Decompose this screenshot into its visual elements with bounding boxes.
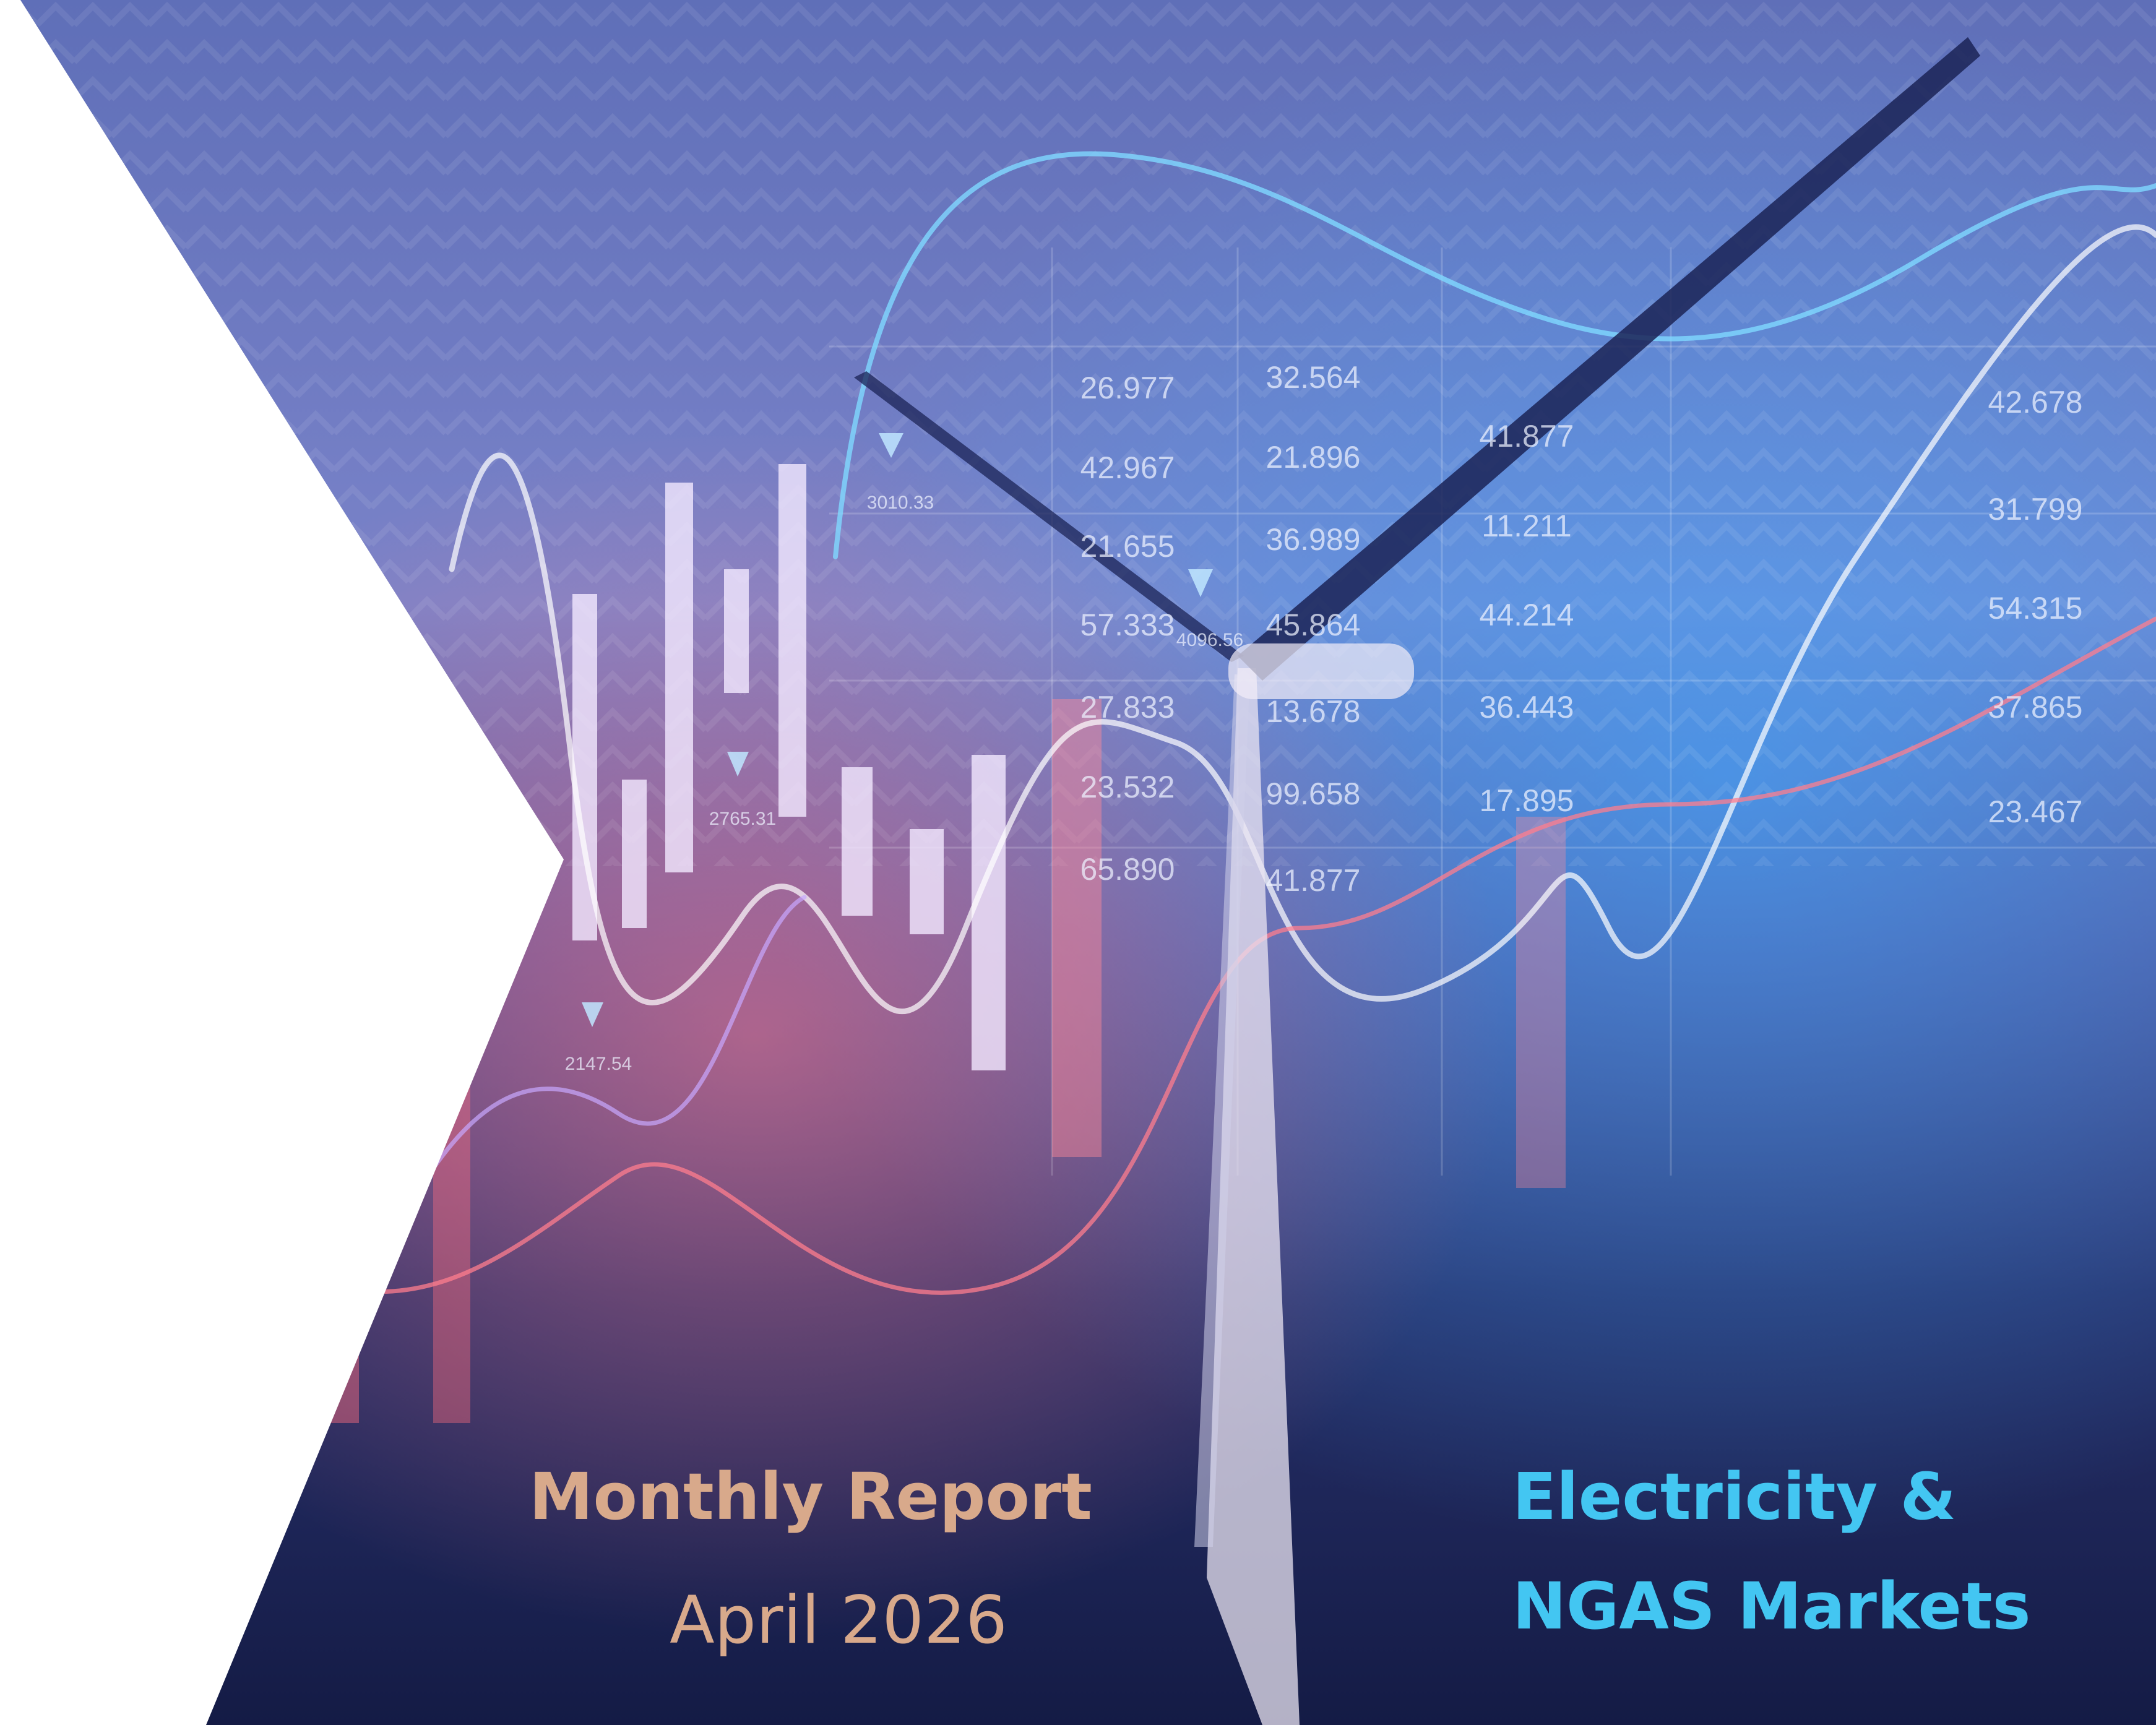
figure: 41.877 [1480,419,1574,454]
figure: 21.655 [1080,529,1175,564]
figure: 42.967 [1080,450,1175,485]
figure: 41.877 [1266,863,1361,898]
figure: 65.890 [1080,852,1175,887]
candle [622,780,647,928]
candle [910,829,944,934]
turbine-nacelle [1228,643,1414,699]
figure: 11.211 [1481,509,1572,543]
candle [1516,817,1566,1188]
figure: 32.564 [1266,360,1361,395]
candle [842,767,873,916]
figure: 57.333 [1080,608,1175,642]
figure: 23.467 [1988,794,2083,829]
figure: 42.678 [1988,385,2083,419]
figure: 4096.56 [1176,630,1243,650]
report-title: Monthly Report [529,1459,1092,1534]
figure: 99.658 [1266,776,1361,811]
figure: 45.864 [1266,608,1361,642]
candle [724,569,749,693]
subject-line: Electricity & [1512,1459,1956,1534]
figure: 36.443 [1480,690,1574,725]
figure: 2765.31 [709,809,776,829]
figure: 54.315 [1988,591,2083,626]
figure: 37.865 [1988,690,2083,725]
cover: 26.977 42.967 21.655 57.333 27.833 23.53… [0,0,2156,1725]
figure: 27.833 [1080,690,1175,725]
figure: 23.532 [1080,770,1175,804]
figure: 2147.54 [565,1054,632,1074]
body: 26.977 42.967 21.655 57.333 27.833 23.53… [0,0,2156,1725]
figure: 17.895 [1480,783,1574,818]
figure: 3010.33 [867,493,934,513]
candle [665,483,693,872]
figure: 44.214 [1480,598,1574,632]
candle [972,755,1006,1070]
figure: 26.977 [1080,371,1175,405]
figure: 21.896 [1266,440,1361,475]
subject-line: NGAS Markets [1512,1568,2030,1644]
candle [778,464,806,817]
figure: 13.678 [1266,694,1361,729]
report-date: April 2026 [670,1582,1007,1658]
page: Monthly Report {"cover": {"report_title"… [0,0,2156,1725]
figure: 36.989 [1266,522,1361,557]
figure: 31.799 [1988,492,2083,527]
candle [1052,699,1102,1157]
